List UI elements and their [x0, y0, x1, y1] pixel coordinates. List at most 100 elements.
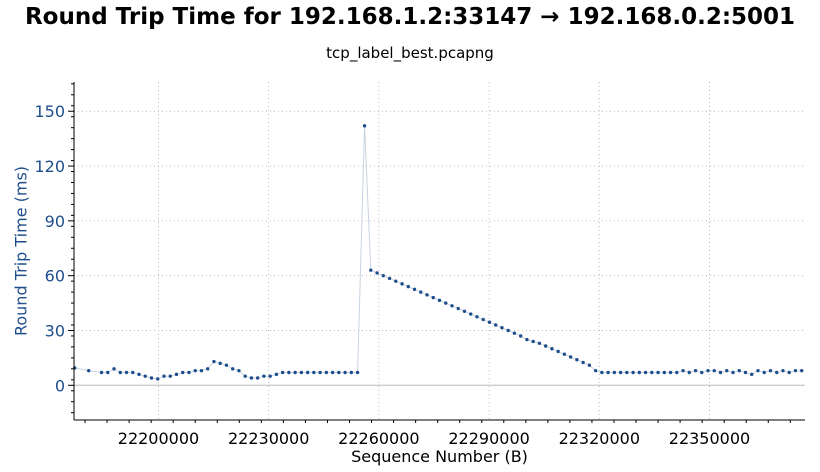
data-point	[756, 368, 760, 373]
x-axis-label: Sequence Number (B)	[351, 447, 528, 466]
data-point	[237, 368, 241, 373]
data-point	[550, 347, 554, 351]
data-point	[562, 352, 567, 356]
data-point	[187, 370, 191, 375]
y-tick-label: 0	[55, 376, 65, 395]
data-point	[212, 359, 216, 364]
data-point	[137, 372, 141, 377]
data-point	[743, 370, 748, 375]
data-point	[593, 368, 598, 373]
data-point	[243, 374, 247, 378]
data-point	[762, 370, 766, 375]
data-point	[268, 374, 272, 378]
data-point	[437, 298, 442, 303]
data-point	[637, 370, 642, 375]
data-point	[656, 370, 660, 375]
data-point	[768, 368, 773, 373]
data-point	[406, 284, 410, 289]
data-point	[700, 370, 704, 375]
x-tick-label: 22230000	[228, 429, 309, 448]
data-point	[606, 370, 610, 375]
y-axis-label: Round Trip Time (ms)	[12, 166, 31, 336]
data-point	[337, 370, 341, 375]
data-point	[506, 328, 510, 333]
data-point	[456, 306, 460, 311]
data-point	[193, 368, 197, 373]
data-point	[487, 320, 492, 324]
data-point	[174, 372, 179, 377]
data-point	[481, 317, 485, 322]
data-point	[149, 376, 154, 380]
data-point	[156, 377, 160, 381]
data-point	[419, 290, 423, 294]
data-point	[375, 271, 379, 275]
data-point	[274, 372, 279, 377]
data-point	[181, 370, 185, 375]
y-tick-label: 120	[34, 157, 65, 176]
data-point	[706, 368, 710, 373]
data-point	[581, 360, 585, 365]
data-point	[330, 370, 335, 375]
data-point	[631, 370, 635, 375]
data-point	[99, 370, 104, 375]
data-point	[750, 372, 754, 377]
data-point	[556, 349, 560, 354]
data-point	[469, 312, 473, 316]
data-point	[650, 370, 654, 375]
data-point	[199, 368, 204, 373]
x-tick-label: 22290000	[448, 429, 529, 448]
data-point	[668, 370, 673, 375]
grid-lines	[74, 82, 805, 420]
x-axis-ticks: 22200000 22230000 22260000 22290000 22320000…	[84, 420, 791, 448]
y-tick-label: 90	[45, 212, 65, 231]
data-point	[230, 367, 235, 371]
data-point	[643, 370, 648, 375]
data-point	[612, 370, 617, 375]
data-point	[693, 368, 698, 373]
data-point	[400, 282, 404, 286]
data-point	[280, 370, 285, 375]
data-point	[575, 358, 579, 362]
data-point	[799, 368, 804, 373]
data-point	[312, 370, 316, 375]
data-point	[224, 363, 229, 367]
data-point	[725, 368, 729, 373]
data-point	[124, 370, 129, 375]
data-point	[362, 124, 367, 128]
x-tick-label: 22350000	[669, 429, 750, 448]
data-point	[369, 268, 373, 272]
data-point	[162, 374, 166, 378]
data-point	[112, 367, 116, 371]
data-point	[793, 368, 798, 373]
data-point	[525, 337, 529, 342]
data-point	[431, 295, 435, 300]
x-tick-label: 22200000	[118, 429, 199, 448]
data-point	[425, 293, 429, 297]
data-point	[781, 368, 785, 373]
data-point	[687, 370, 691, 375]
data-point	[450, 304, 454, 308]
data-point	[168, 374, 172, 378]
rtt-series-line	[74, 125, 802, 380]
data-point	[249, 376, 254, 380]
data-point	[86, 368, 91, 373]
data-point	[355, 370, 360, 375]
data-point	[543, 344, 548, 348]
data-point	[287, 370, 291, 375]
data-point	[412, 287, 417, 292]
data-point	[731, 370, 735, 375]
data-point	[349, 370, 354, 375]
data-point	[494, 323, 498, 327]
data-point	[531, 339, 535, 344]
y-tick-label: 60	[45, 267, 65, 286]
data-point	[462, 309, 467, 313]
rtt-data-points	[73, 124, 804, 381]
data-point	[255, 376, 260, 380]
data-point	[262, 374, 266, 378]
data-point	[512, 331, 517, 335]
data-point	[675, 370, 679, 375]
data-point	[737, 368, 741, 373]
data-point	[387, 276, 392, 281]
y-tick-label: 150	[34, 102, 65, 121]
